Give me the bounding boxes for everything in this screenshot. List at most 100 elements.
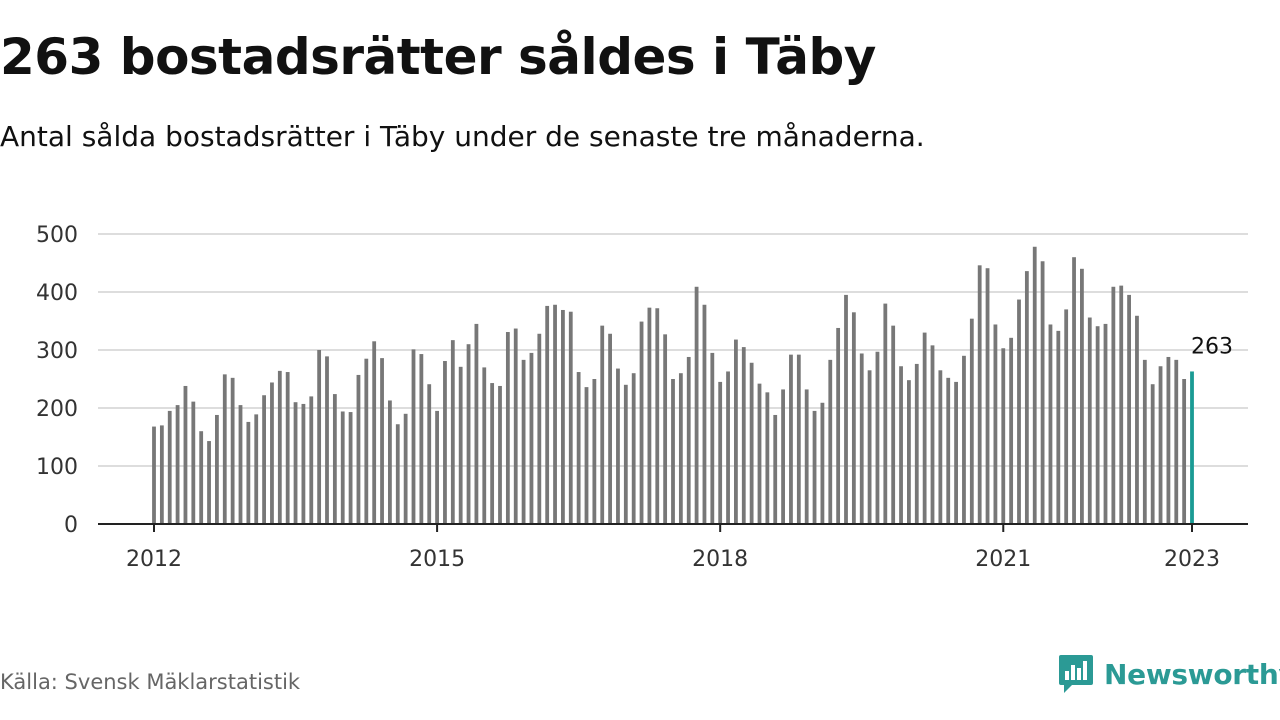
bar xyxy=(820,402,825,524)
bar xyxy=(859,353,864,524)
bar xyxy=(419,354,424,524)
bar xyxy=(293,402,298,524)
bar xyxy=(1072,257,1076,524)
bar xyxy=(1158,366,1163,524)
bar xyxy=(482,367,487,524)
bar xyxy=(152,426,156,524)
bar xyxy=(553,304,557,524)
bar xyxy=(623,384,628,524)
bar xyxy=(348,412,353,524)
bar xyxy=(600,325,605,524)
bar xyxy=(922,332,927,524)
bar xyxy=(285,372,290,524)
bar xyxy=(804,389,809,524)
y-tick-label: 400 xyxy=(36,281,78,306)
bar xyxy=(1001,348,1006,524)
bar xyxy=(678,373,683,524)
bar xyxy=(325,356,329,524)
bar xyxy=(1009,337,1014,524)
bar xyxy=(545,305,550,524)
bar xyxy=(1064,309,1069,524)
bar xyxy=(1048,324,1053,524)
bar xyxy=(1150,384,1155,524)
bar xyxy=(458,366,463,524)
annotation: 263 xyxy=(1191,334,1233,359)
bar xyxy=(466,344,471,524)
bar xyxy=(686,356,691,524)
bar xyxy=(930,345,935,524)
bar xyxy=(608,333,612,524)
bar xyxy=(199,431,204,524)
bar xyxy=(616,368,620,524)
bar xyxy=(340,411,345,524)
bar xyxy=(1174,359,1179,524)
y-tick-label: 500 xyxy=(36,223,78,248)
bar xyxy=(1103,323,1108,524)
bar xyxy=(576,372,581,524)
bar xyxy=(238,405,243,524)
bar xyxy=(403,413,408,524)
bar xyxy=(655,308,660,524)
bar xyxy=(246,421,251,524)
bar xyxy=(529,352,534,524)
bar xyxy=(277,370,282,524)
bar xyxy=(639,321,644,524)
bar xyxy=(954,381,958,524)
bar xyxy=(505,332,510,524)
bar xyxy=(1182,379,1187,524)
brand-name: Newsworthy xyxy=(1104,657,1280,691)
highlight-value-label: 263 xyxy=(1191,334,1233,359)
x-tick-label: 2018 xyxy=(692,547,748,572)
bar xyxy=(183,385,188,524)
bar xyxy=(1111,286,1116,524)
bar xyxy=(907,380,911,524)
x-tick-label: 2012 xyxy=(126,547,182,572)
bar xyxy=(395,424,400,524)
bar xyxy=(789,354,793,524)
bar xyxy=(584,387,589,524)
bar xyxy=(938,370,943,524)
chart-subtitle: Antal sålda bostadsrätter i Täby under d… xyxy=(0,120,925,153)
bar xyxy=(875,351,880,524)
bar xyxy=(851,312,856,524)
bar xyxy=(159,425,164,524)
bar xyxy=(899,366,903,524)
bar xyxy=(215,414,219,524)
bar xyxy=(443,361,447,524)
bar xyxy=(1017,299,1021,524)
bar xyxy=(317,350,322,524)
bar xyxy=(1040,261,1045,524)
bar xyxy=(474,323,479,524)
bar xyxy=(891,325,896,524)
bar xyxy=(332,394,337,524)
bar xyxy=(1135,315,1139,524)
bar xyxy=(270,382,274,524)
x-tick-label: 2021 xyxy=(975,547,1031,572)
bar xyxy=(427,384,432,524)
bar xyxy=(222,374,227,524)
bar xyxy=(694,286,699,524)
bar xyxy=(537,333,542,524)
bar xyxy=(388,400,392,524)
bar xyxy=(561,309,565,524)
bar xyxy=(828,359,833,524)
bar xyxy=(962,355,966,524)
bar xyxy=(301,403,306,524)
bar xyxy=(230,377,235,524)
bar xyxy=(1056,330,1061,524)
bar xyxy=(167,410,172,524)
bar xyxy=(726,371,730,524)
bar xyxy=(262,395,266,524)
bar xyxy=(773,414,778,524)
bar xyxy=(207,441,211,524)
bar xyxy=(254,414,259,524)
bar xyxy=(836,327,841,524)
source-note: Källa: Svensk Mäklarstatistik xyxy=(0,670,301,694)
bar xyxy=(796,354,801,524)
bar-highlight xyxy=(1190,371,1194,524)
bar xyxy=(985,268,990,524)
bar xyxy=(175,405,180,524)
x-tick-label: 2023 xyxy=(1164,547,1220,572)
bar xyxy=(191,401,196,524)
bar xyxy=(883,303,888,524)
